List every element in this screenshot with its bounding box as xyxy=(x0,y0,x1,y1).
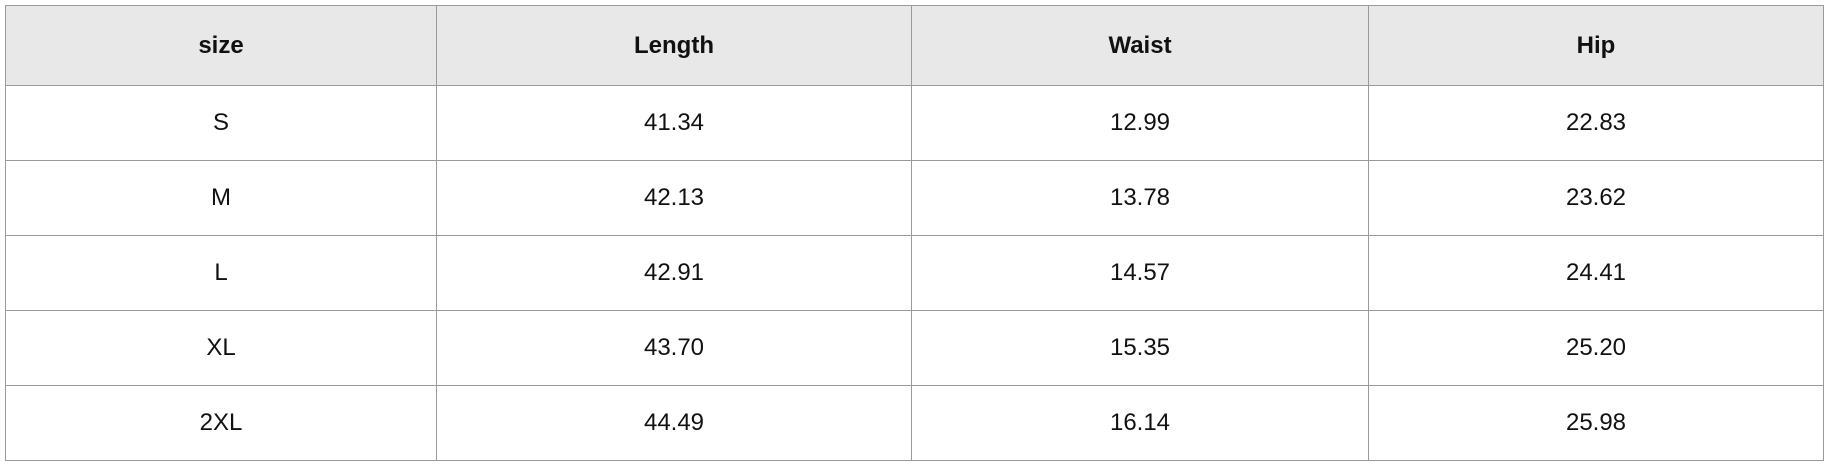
table-cell: 42.91 xyxy=(436,235,912,311)
table-cell: 2XL xyxy=(5,385,437,461)
table-cell: L xyxy=(5,235,437,311)
table-cell: 12.99 xyxy=(911,85,1369,161)
size-chart: size Length Waist Hip S 41.34 12.99 22.83 M 42.1… xyxy=(5,5,1824,461)
table-cell: 14.57 xyxy=(911,235,1369,311)
header-row: size Length Waist Hip xyxy=(5,5,1824,86)
table-row: L 42.91 14.57 24.41 xyxy=(5,235,1824,311)
table-row: M 42.13 13.78 23.62 xyxy=(5,160,1824,236)
table-cell: 44.49 xyxy=(436,385,912,461)
table-cell: S xyxy=(5,85,437,161)
table-row: 2XL 44.49 16.14 25.98 xyxy=(5,385,1824,461)
table-cell: 41.34 xyxy=(436,85,912,161)
table-cell: XL xyxy=(5,310,437,386)
table-cell: 42.13 xyxy=(436,160,912,236)
header-cell: Length xyxy=(436,5,912,86)
table-row: XL 43.70 15.35 25.20 xyxy=(5,310,1824,386)
size-table: size Length Waist Hip S 41.34 12.99 22.83 M 42.1… xyxy=(5,5,1824,461)
table-body: S 41.34 12.99 22.83 M 42.13 13.78 23.62 L 42.91 14… xyxy=(5,85,1824,461)
table-cell: 24.41 xyxy=(1368,235,1824,311)
table-header: size Length Waist Hip xyxy=(5,5,1824,86)
table-cell: M xyxy=(5,160,437,236)
table-cell: 13.78 xyxy=(911,160,1369,236)
table-cell: 22.83 xyxy=(1368,85,1824,161)
header-cell: size xyxy=(5,5,437,86)
header-cell: Waist xyxy=(911,5,1369,86)
table-cell: 25.20 xyxy=(1368,310,1824,386)
table-cell: 15.35 xyxy=(911,310,1369,386)
header-cell: Hip xyxy=(1368,5,1824,86)
table-cell: 16.14 xyxy=(911,385,1369,461)
table-cell: 43.70 xyxy=(436,310,912,386)
table-row: S 41.34 12.99 22.83 xyxy=(5,85,1824,161)
table-cell: 23.62 xyxy=(1368,160,1824,236)
table-cell: 25.98 xyxy=(1368,385,1824,461)
